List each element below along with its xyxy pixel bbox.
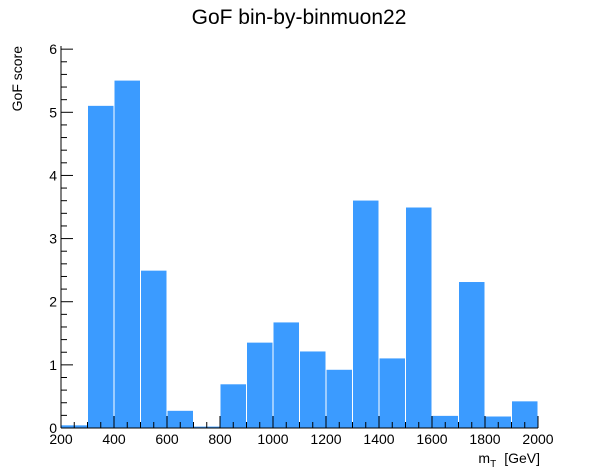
histogram-bar [299, 350, 327, 429]
x-tick-label: 1800 [469, 431, 500, 447]
histogram-bar [87, 104, 115, 429]
x-axis-title-unit: [GeV] [504, 450, 540, 466]
axes: 0 1 2 3 4 5 6 200 400 600 800 1000 1200 1400 1600 1800 2… [49, 41, 554, 447]
histogram-bar [325, 368, 353, 429]
x-axis-title: mT [GeV] [478, 450, 540, 470]
y-tick-label: 4 [49, 167, 57, 183]
x-tick-label: 2000 [522, 431, 553, 447]
histogram-bar [140, 269, 168, 429]
histogram-bar [405, 206, 433, 429]
y-tick-label: 2 [49, 294, 57, 310]
histogram-bar [219, 383, 247, 429]
x-axis-title-m: m [478, 450, 490, 466]
x-axis-title-subscript: T [490, 459, 496, 470]
y-axis-title: GoF score [9, 46, 25, 112]
histogram-bar [272, 321, 300, 429]
histogram-bar [458, 281, 486, 429]
x-tick-label: 400 [102, 431, 126, 447]
chart-title: GoF bin-by-binmuon22 [192, 6, 407, 29]
y-tick-label: 5 [49, 104, 57, 120]
x-tick-label: 1200 [310, 431, 341, 447]
y-tick-label: 3 [49, 231, 57, 247]
x-tick-label: 800 [208, 431, 232, 447]
y-tick-label: 6 [49, 41, 57, 57]
x-tick-label: 600 [155, 431, 179, 447]
x-tick-label: 1600 [416, 431, 447, 447]
histogram-bar [378, 357, 406, 429]
y-tick-label: 0 [49, 420, 57, 436]
x-tick-label: 1000 [257, 431, 288, 447]
x-tick-label: 1400 [363, 431, 394, 447]
x-tick-label: 200 [49, 431, 73, 447]
y-tick-label: 1 [49, 357, 57, 373]
histogram-bar [113, 79, 141, 429]
histogram-bar [246, 341, 274, 429]
bars [60, 79, 539, 429]
histogram-bar [352, 199, 380, 429]
